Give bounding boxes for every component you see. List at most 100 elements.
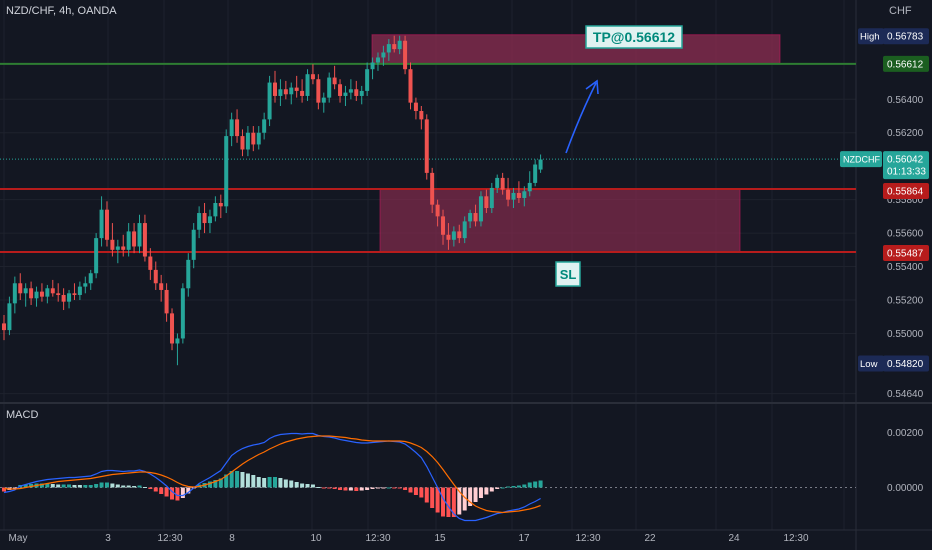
macd-histogram-bar [88, 485, 93, 488]
macd-histogram-bar [522, 484, 527, 488]
candle-body [386, 44, 391, 53]
candle [511, 187, 516, 209]
time-tick-label: 24 [728, 533, 740, 544]
candle-body [478, 196, 483, 222]
macd-histogram-bar [397, 487, 402, 489]
candle [77, 281, 82, 300]
candle-body [446, 234, 451, 240]
candle-body [435, 204, 440, 217]
macd-tick-label: 0.00200 [887, 428, 924, 439]
candle [495, 174, 500, 193]
candle-body [289, 87, 294, 95]
candle [170, 308, 175, 351]
levels-layer [0, 62, 856, 253]
candle [533, 159, 538, 187]
last-tag-value-bg [883, 151, 929, 180]
candle-body [538, 159, 543, 170]
candle-body [408, 69, 413, 103]
macd-histogram-bar [338, 487, 343, 490]
candle [18, 273, 23, 300]
price-tick-label: 0.55200 [887, 295, 924, 306]
candle [153, 261, 158, 290]
macd-histogram-bar [273, 477, 277, 488]
candle-body [348, 89, 353, 93]
candle-body [218, 202, 223, 207]
time-tick-label: 3 [105, 533, 111, 544]
macd-histogram-bar [229, 471, 234, 488]
macd-histogram-bar [170, 487, 175, 500]
candle [207, 209, 212, 234]
macd-histogram-bar [370, 487, 375, 489]
candle-body [294, 87, 299, 91]
candle [338, 79, 343, 103]
candle [72, 283, 77, 300]
candle [142, 214, 147, 262]
candle-body [39, 291, 44, 297]
candle-body [468, 213, 473, 222]
candle-body [370, 62, 375, 70]
candle [99, 196, 104, 247]
candle-body [240, 136, 245, 150]
candle [538, 154, 543, 173]
candle-body [441, 216, 446, 235]
macd-histogram-bar [316, 487, 321, 488]
candle-body [164, 289, 169, 314]
macd-histogram-bar [251, 475, 256, 488]
macd-histogram-bar [110, 483, 115, 488]
candle-body [202, 213, 207, 224]
price-tick-label: 0.55400 [887, 262, 924, 273]
candle [332, 65, 337, 90]
macd-histogram-bar [99, 482, 104, 488]
candle [245, 126, 250, 157]
candle-body [533, 164, 538, 183]
candle [283, 80, 288, 100]
candle [321, 92, 326, 113]
macd-histogram-bar [104, 482, 109, 488]
tp-callout-text: TP@0.56612 [593, 29, 675, 45]
tp-callout: TP@0.56612 [585, 25, 683, 49]
candle-body [381, 52, 386, 58]
candle [56, 283, 61, 302]
macd-histogram-bar [500, 487, 505, 489]
time-tick-label: 17 [518, 533, 530, 544]
low-tag-label-bg [858, 355, 884, 372]
macd-histogram-bar [262, 478, 267, 488]
candle [289, 82, 294, 105]
candle-body [375, 57, 380, 63]
candle [256, 126, 261, 150]
candle [365, 62, 370, 96]
time-tick-label: 8 [229, 533, 235, 544]
macd-histogram-bar [56, 484, 61, 488]
candle [235, 109, 240, 143]
candle-body [283, 89, 288, 95]
candle [45, 284, 50, 304]
time-tick-label: 12:30 [783, 533, 808, 544]
sl-tag-value-bg [883, 244, 929, 261]
candle [435, 199, 440, 227]
candle [251, 126, 256, 152]
candle [88, 269, 93, 290]
candle [489, 182, 494, 214]
time-tick-label: 22 [644, 533, 656, 544]
candle-body [495, 177, 500, 188]
candle [39, 283, 44, 302]
candle [300, 79, 305, 103]
macd-histogram-bar [413, 487, 418, 495]
macd-histogram-bar [451, 487, 456, 517]
macd-histogram-bar [39, 483, 44, 488]
candle-body [18, 283, 23, 294]
candle [12, 276, 17, 314]
sl-tag: 0.55487 [883, 244, 929, 261]
candle-body [419, 111, 424, 120]
macd-histogram-bar [283, 479, 288, 488]
candle [430, 167, 435, 214]
candle-body [224, 136, 229, 207]
candle [137, 214, 142, 254]
macd-histogram-bar [240, 472, 245, 488]
macd-histogram-bar [72, 485, 77, 488]
candle [262, 112, 267, 140]
candle-body [180, 288, 185, 339]
macd-histogram-bar [83, 485, 88, 488]
candle [197, 206, 202, 239]
